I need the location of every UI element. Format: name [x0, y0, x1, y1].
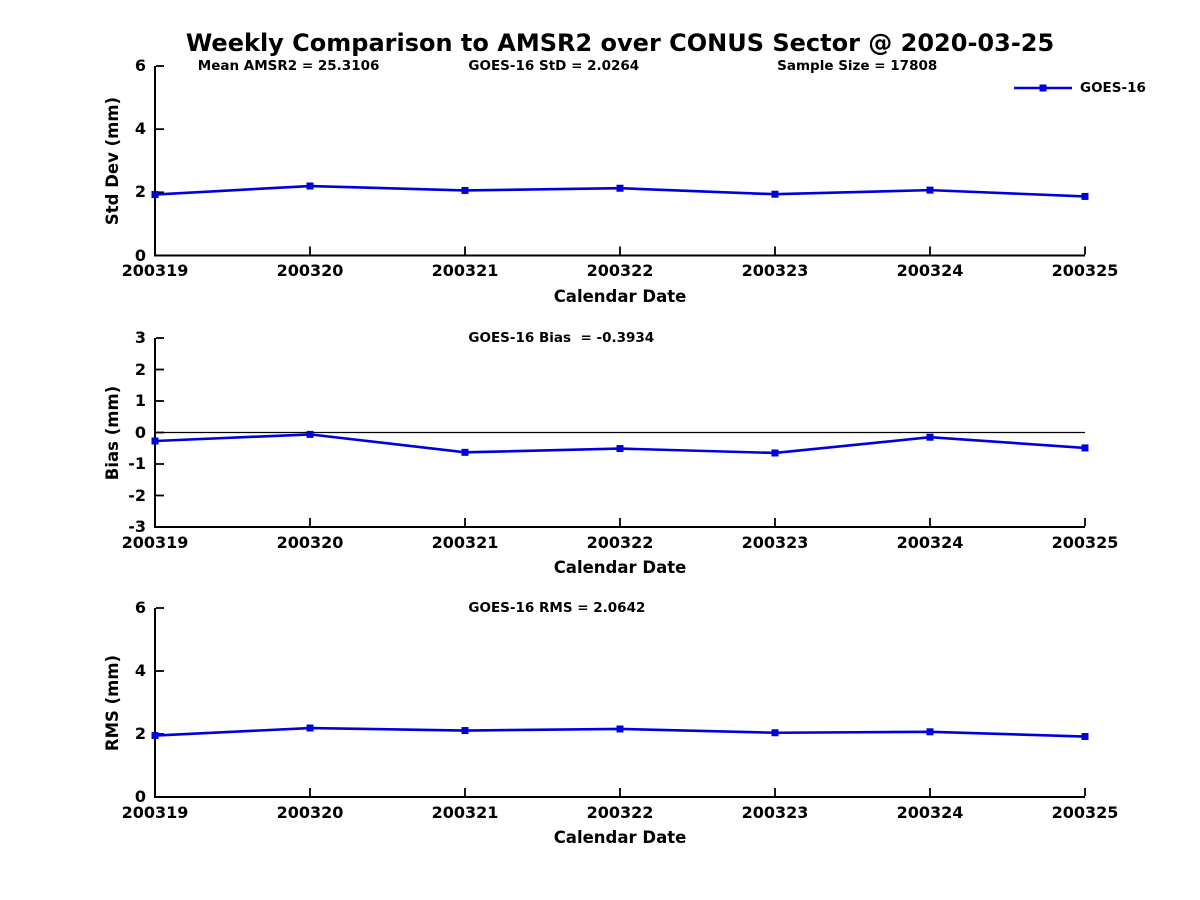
std-dev-annotation: Sample Size = 17808: [777, 58, 938, 74]
bias-xtick-label: 200320: [276, 532, 344, 552]
bias-xlabel: Calendar Date: [553, 558, 687, 577]
rms-series-marker: [926, 728, 934, 736]
std-dev-axes: [154, 66, 1085, 257]
std-dev-xtick-label: 200321: [431, 261, 499, 280]
rms-ylabel: RMS (mm): [103, 654, 122, 751]
rms-series-marker: [616, 725, 624, 733]
rms-xtick-label: 200320: [276, 802, 344, 822]
std-dev-series-marker: [616, 184, 624, 192]
std-dev-series-marker: [771, 190, 779, 198]
std-dev-ytick-label: 2: [134, 182, 146, 202]
bias-xtick-label: 200323: [741, 532, 809, 552]
std-dev-ytick-label: 6: [134, 56, 146, 75]
std-dev-xtick-label: 200322: [586, 261, 654, 280]
std-dev-xtick-label: 200324: [896, 261, 964, 280]
rms-series-marker: [461, 727, 469, 735]
rms-xtick-label: 200323: [741, 802, 809, 822]
bias-series-marker: [1081, 444, 1089, 452]
bias-ytick-label: 3: [134, 328, 146, 347]
std-dev-ylabel: Std Dev (mm): [103, 96, 122, 225]
bias-series-marker: [616, 445, 624, 453]
rms-annotation: GOES-16 RMS = 2.0642: [468, 600, 646, 616]
rms-xtick-label: 200321: [431, 802, 499, 822]
figure-title: Weekly Comparison to AMSR2 over CONUS Se…: [185, 29, 1055, 57]
rms-xlabel: Calendar Date: [553, 828, 687, 847]
legend: GOES-16: [1014, 80, 1146, 96]
rms-series-marker: [771, 729, 779, 737]
bias-xtick-label: 200321: [431, 532, 499, 552]
rms-ytick-label: 4: [134, 661, 146, 680]
rms-series-marker: [306, 724, 314, 732]
bias-ytick-label: 2: [134, 359, 146, 379]
std-dev-xtick-label: 200325: [1051, 261, 1119, 280]
bias-ytick-label: -1: [128, 454, 146, 473]
std-dev-series-marker: [461, 186, 469, 194]
bias-ylabel: Bias (mm): [103, 385, 122, 480]
std-dev-annotation: Mean AMSR2 = 25.3106: [197, 58, 380, 74]
std-dev-xlabel: Calendar Date: [553, 286, 687, 306]
bias-xtick-label: 200319: [121, 532, 189, 552]
bias-ytick-label: -3: [128, 517, 146, 536]
bias-xtick-label: 200324: [896, 532, 964, 552]
bias-series-marker: [461, 448, 469, 456]
rms-xtick-label: 200322: [586, 802, 654, 822]
std-dev-xtick-label: 200320: [276, 261, 344, 280]
bias-series-marker: [306, 430, 314, 438]
std-dev-series-marker: [151, 191, 159, 199]
bias-series-marker: [151, 437, 159, 445]
rms-series-marker: [1081, 733, 1089, 741]
std-dev-series-marker: [306, 182, 314, 190]
legend-marker: [1039, 84, 1047, 92]
legend-line-sample-icon: [1014, 84, 1072, 92]
std-dev-annotation: GOES-16 StD = 2.0264: [468, 58, 640, 74]
rms-xtick-label: 200319: [121, 802, 189, 822]
std-dev-series-marker: [1081, 192, 1089, 200]
rms-xtick-label: 200325: [1051, 802, 1119, 822]
std-dev-xtick-label: 200323: [741, 261, 809, 280]
rms-ytick-label: 2: [134, 724, 146, 743]
rms-ytick-label: 6: [134, 598, 146, 617]
rms-xtick-label: 200324: [896, 802, 964, 822]
bias-xtick-label: 200325: [1051, 532, 1119, 552]
bias-axes: [154, 338, 1085, 528]
rms-axes: [154, 608, 1085, 798]
bias-series-marker: [926, 433, 934, 441]
bias-series-marker: [771, 449, 779, 457]
bias-xtick-label: 200322: [586, 532, 654, 552]
bias-ytick-label: -2: [128, 485, 146, 505]
bias-ytick-label: 0: [134, 422, 146, 442]
std-dev-series-marker: [926, 186, 934, 194]
std-dev-ytick-label: 0: [134, 245, 146, 265]
legend-label: GOES-16: [1080, 80, 1146, 96]
rms-series-marker: [151, 732, 159, 740]
rms-ytick-label: 0: [134, 787, 146, 806]
bias-ytick-label: 1: [134, 391, 146, 410]
std-dev-xtick-label: 200319: [121, 261, 189, 280]
std-dev-ytick-label: 4: [134, 119, 146, 139]
bias-annotation: GOES-16 Bias = -0.3934: [468, 330, 655, 346]
